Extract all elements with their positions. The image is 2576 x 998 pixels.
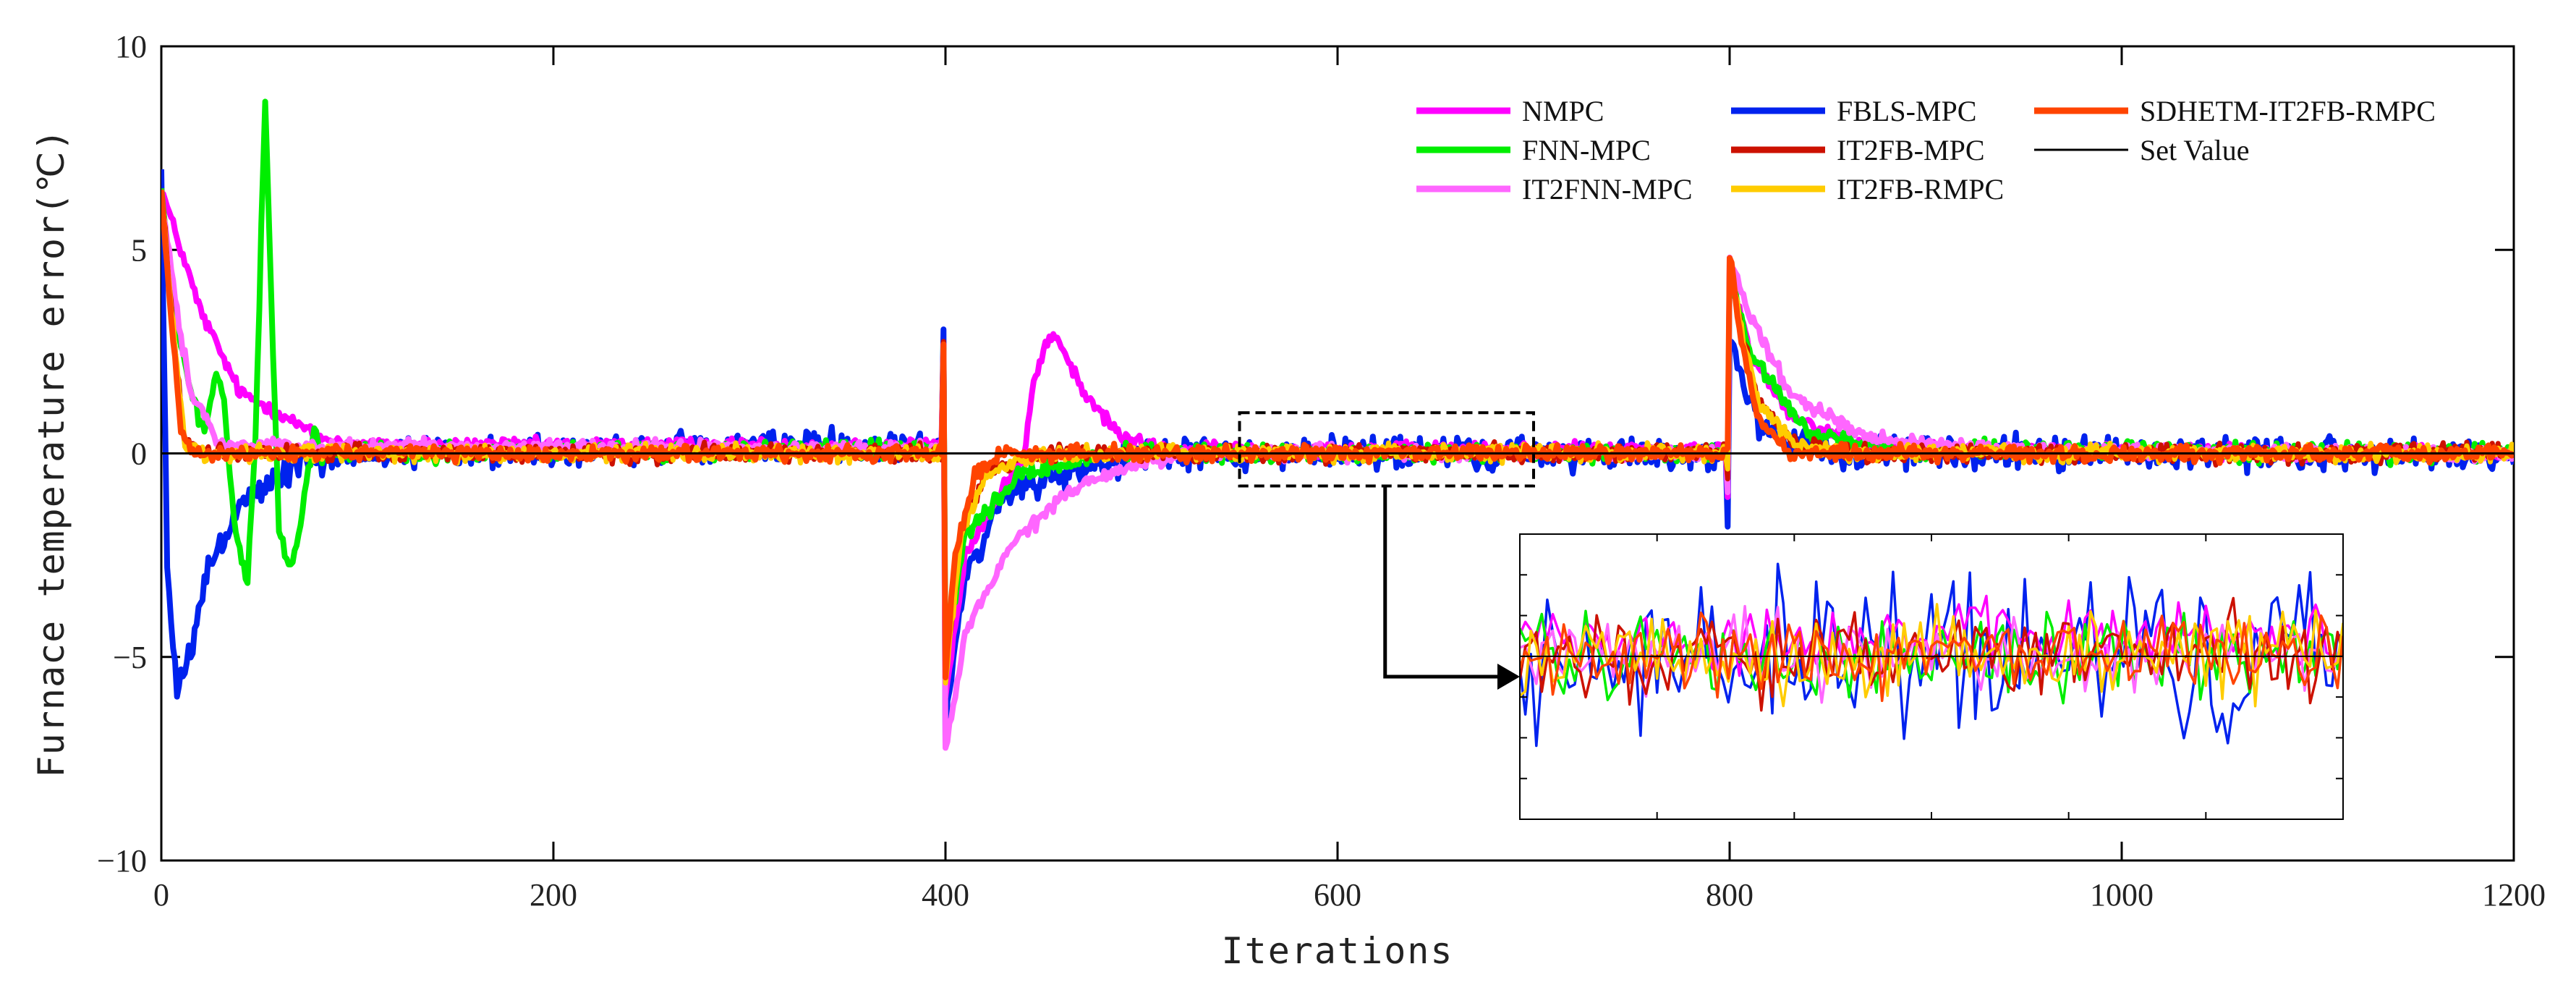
inset-series-group <box>1520 562 2343 748</box>
legend: NMPC FBLS-MPC SDHETM-IT2FB-RMPC FNN-MPC IT2F… <box>1416 95 2436 206</box>
x-tick-label: 200 <box>530 877 577 913</box>
x-tick-labels: 0 200 400 600 800 1000 1200 <box>153 877 2546 913</box>
legend-label: FBLS-MPC <box>1837 95 1976 127</box>
series-line-sdhetm-it2fb-rmpc <box>161 190 2514 681</box>
zoom-arrow-head <box>1497 664 1520 690</box>
y-tick-labels: −10 −5 0 5 10 <box>97 29 147 879</box>
zoom-arrow-connector <box>1383 486 1503 679</box>
legend-label: NMPC <box>1522 95 1604 127</box>
y-tick-label: −5 <box>113 640 147 675</box>
y-axis-label: Furnace temperature error(℃) <box>30 129 72 778</box>
inset-series-line-sdhetm-it2fb-rmpc <box>1520 612 2343 703</box>
legend-label: IT2FNN-MPC <box>1522 173 1693 206</box>
x-tick-label: 1000 <box>2090 877 2154 913</box>
main-series-group <box>161 98 2514 751</box>
legend-label: Set Value <box>2140 134 2249 166</box>
legend-label: IT2FB-MPC <box>1837 134 1985 166</box>
y-tick-label: 0 <box>131 436 147 472</box>
x-tick-label: 400 <box>922 877 969 913</box>
x-tick-label: 1200 <box>2482 877 2546 913</box>
inset-ticks <box>1520 534 2343 819</box>
y-tick-label: 5 <box>131 232 147 268</box>
x-tick-label: 0 <box>153 877 169 913</box>
x-tick-label: 600 <box>1314 877 1361 913</box>
legend-label: IT2FB-RMPC <box>1837 173 2004 206</box>
x-tick-label: 800 <box>1706 877 1754 913</box>
inset-series-line-it2fnn-mpc <box>1520 604 2343 704</box>
y-tick-label: 10 <box>115 29 147 64</box>
legend-label: FNN-MPC <box>1522 134 1651 166</box>
x-axis-label: Iterations <box>1221 930 1453 972</box>
legend-label: SDHETM-IT2FB-RMPC <box>2140 95 2436 127</box>
y-tick-label: −10 <box>97 843 147 879</box>
inset-frame <box>1519 533 2344 820</box>
inset-series-line-fnn-mpc <box>1520 609 2343 705</box>
